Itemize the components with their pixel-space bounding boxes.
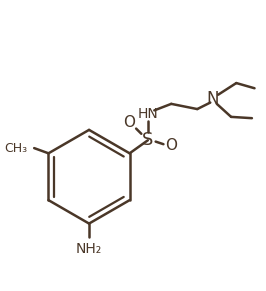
Text: O: O [124, 115, 136, 129]
Text: N: N [207, 90, 219, 108]
Text: CH₃: CH₃ [5, 142, 28, 155]
Text: S: S [142, 131, 153, 149]
Text: HN: HN [138, 107, 158, 121]
Text: NH₂: NH₂ [76, 242, 102, 256]
Text: O: O [165, 138, 177, 153]
